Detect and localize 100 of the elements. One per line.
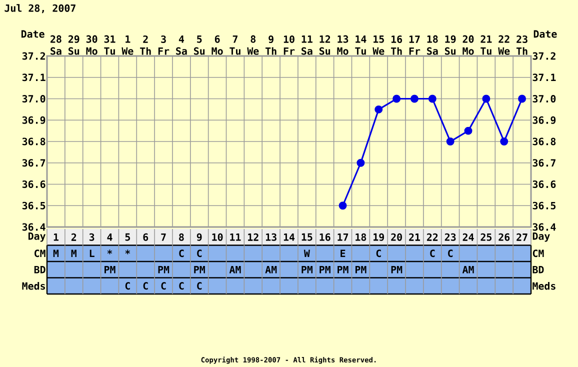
- x-axis-title: Date: [21, 30, 44, 38]
- text: AM: [229, 266, 241, 274]
- y-tick-label: Meds: [532, 282, 556, 290]
- text: PM: [104, 266, 116, 274]
- x-tick-label: 2: [71, 233, 76, 241]
- text: Date: [534, 30, 557, 38]
- x-tick-label: 12: [248, 233, 258, 241]
- y-tick-label: 36.5: [22, 202, 46, 210]
- y-tick-label: 36.9: [22, 116, 46, 124]
- text: C: [197, 282, 202, 290]
- x-tick-label: 30 Mo: [86, 35, 98, 55]
- text: E: [340, 250, 346, 258]
- x-tick-label: 26: [498, 233, 510, 241]
- x-tick-label: 10: [212, 233, 223, 241]
- x-tick-label: 15: [302, 233, 312, 241]
- x-tick-label: 7: [161, 233, 166, 241]
- text: C: [143, 282, 148, 290]
- text: C: [161, 282, 166, 290]
- chart-title: Jul 28, 2007: [4, 4, 76, 14]
- point: [500, 138, 508, 146]
- point: [410, 94, 418, 103]
- x-tick-label: 11: [230, 233, 241, 241]
- text: C: [125, 282, 130, 290]
- y-tick-label: 36.4: [22, 223, 46, 231]
- x-tick-label: 17 Fr: [409, 36, 420, 55]
- y-tick-label: 36.7: [22, 159, 46, 167]
- x-tick-label: 16 Th: [390, 35, 402, 55]
- x-tick-label: 22 We: [498, 35, 510, 55]
- x-tick-label: 5: [125, 233, 130, 241]
- point: [374, 105, 383, 114]
- x-tick-label: 1: [54, 233, 58, 241]
- text: *: [125, 250, 130, 254]
- y-tick-label: 37.2: [22, 52, 45, 60]
- x-tick-label: 4 Sa: [176, 35, 187, 55]
- y-tick-label: BD: [532, 266, 544, 274]
- text: PM: [391, 266, 402, 274]
- x-tick-label: 11 Sa: [302, 35, 312, 55]
- text: PM: [338, 266, 348, 274]
- x-axis-title: Day: [28, 232, 46, 242]
- text: PM: [158, 266, 170, 274]
- x-tick-label: 18 Sa: [427, 35, 438, 55]
- x-tick-label: 1 We: [122, 35, 134, 55]
- x-tick-label: 24: [462, 233, 474, 241]
- y-tick-label: 36.6: [22, 180, 46, 188]
- x-tick-label: 2 Th: [140, 35, 151, 55]
- text: PM: [320, 266, 330, 274]
- x-tick-label: 21 Tu: [480, 35, 492, 55]
- x-tick-label: 25: [480, 233, 492, 241]
- x-tick-label: 22: [426, 233, 438, 241]
- text: C: [376, 250, 381, 258]
- x-tick-label: 4: [107, 233, 112, 241]
- x-tick-label: 9 Th: [266, 36, 276, 55]
- x-tick-label: 7 Tu: [230, 35, 240, 55]
- x-tick-label: 17: [338, 233, 348, 241]
- x-tick-label: 31 Tu: [104, 35, 116, 55]
- x-tick-label: 20: [391, 233, 402, 241]
- text: PM: [355, 266, 366, 274]
- text: PM: [302, 266, 313, 274]
- x-tick-label: 18: [356, 233, 366, 241]
- x-tick-label: 6: [143, 233, 148, 241]
- text: M: [71, 250, 76, 258]
- x-tick-label: 14: [284, 233, 295, 241]
- text: W: [304, 250, 310, 258]
- text: C: [179, 250, 184, 258]
- x-tick-label: 23: [444, 233, 456, 241]
- point: [482, 94, 490, 103]
- text: C: [430, 250, 435, 258]
- x-tick-label: 20 Mo: [462, 35, 474, 55]
- text: Day: [532, 232, 550, 242]
- x-tick-label: 13: [266, 233, 276, 241]
- text: C: [448, 250, 453, 258]
- point: [446, 138, 454, 146]
- text: C: [179, 282, 184, 290]
- point: [392, 94, 401, 103]
- x-tick-label: 3 Fr: [158, 35, 170, 55]
- x-tick-label: 8 We: [247, 35, 259, 55]
- x-tick-label: 23 Th: [516, 35, 528, 55]
- x-tick-label: 8: [179, 233, 184, 241]
- x-tick-label: 13 Mo: [337, 35, 348, 55]
- x-tick-label: 19: [374, 233, 384, 241]
- y-tick-label: 37.1: [22, 74, 46, 82]
- point: [428, 94, 436, 103]
- point: [338, 202, 347, 210]
- x-tick-label: 6 Mo: [212, 35, 223, 55]
- x-tick-label: 28 Sa: [50, 35, 62, 55]
- text: L: [90, 250, 94, 258]
- point: [356, 158, 365, 167]
- x-tick-label: 10 Fr: [284, 35, 295, 55]
- x-tick-label: 21: [409, 233, 420, 241]
- text: *: [107, 250, 112, 254]
- x-tick-label: 12 Su: [319, 35, 330, 55]
- x-tick-label: 27: [516, 233, 528, 241]
- y-tick-label: 36.8: [22, 138, 46, 146]
- x-tick-label: 16: [320, 233, 330, 241]
- x-tick-label: 29 Su: [68, 35, 80, 55]
- x-tick-label: 3: [89, 233, 94, 241]
- text: C: [197, 250, 202, 258]
- text: AM: [462, 266, 474, 274]
- x-tick-label: 5 Su: [194, 35, 205, 55]
- x-tick-label: 9: [196, 233, 202, 241]
